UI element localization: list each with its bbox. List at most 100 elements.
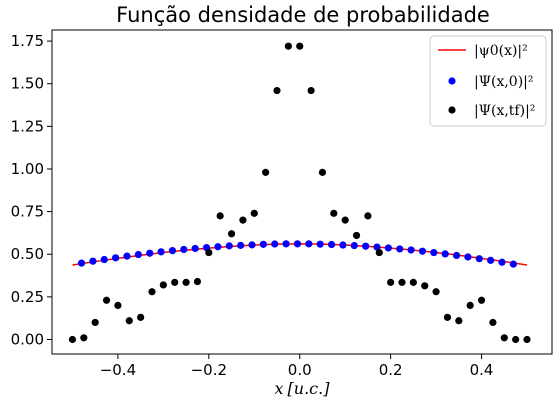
- point-psi-initial: [282, 240, 290, 248]
- point-psi-initial: [362, 242, 370, 250]
- legend-label: |ψ0(x)|²: [474, 43, 528, 59]
- point-psi-initial: [293, 240, 302, 248]
- point-psi-initial: [89, 257, 97, 265]
- legend-label: |Ψ(x,0)|²: [474, 74, 534, 90]
- legend: |ψ0(x)|² |Ψ(x,0)|² |Ψ(x,tf)|²: [429, 35, 547, 127]
- y-tick-label: 1.75: [11, 32, 44, 50]
- point-psi-initial: [214, 243, 222, 251]
- point-psi-initial: [180, 245, 188, 254]
- point-psi-initial: [168, 247, 177, 255]
- point-psi-initial: [225, 242, 233, 250]
- point-psi-final: [102, 296, 111, 304]
- point-psi-final: [91, 318, 99, 327]
- point-psi-final: [239, 216, 247, 224]
- point-psi-initial: [305, 240, 313, 248]
- point-psi-final: [375, 248, 383, 257]
- point-psi-final: [307, 86, 315, 95]
- point-psi-final: [512, 335, 520, 344]
- point-psi-final: [250, 209, 258, 217]
- point-psi-initial: [373, 243, 381, 251]
- point-psi-initial: [464, 253, 472, 261]
- point-psi-initial: [248, 241, 256, 249]
- legend-box: [429, 35, 547, 127]
- point-psi-final: [227, 230, 236, 238]
- point-psi-initial: [452, 251, 461, 260]
- legend-label: |Ψ(x,tf)|²: [474, 103, 535, 119]
- point-psi-initial: [77, 259, 86, 267]
- point-psi-final: [352, 231, 361, 240]
- point-psi-final: [330, 209, 338, 217]
- point-psi-initial: [418, 247, 427, 255]
- point-psi-initial: [237, 241, 245, 249]
- point-psi-final: [216, 212, 224, 220]
- point-psi-final: [477, 296, 486, 304]
- point-psi-final: [159, 281, 167, 289]
- point-psi-initial: [430, 248, 438, 257]
- point-psi-initial: [509, 260, 517, 268]
- point-psi-final: [284, 42, 292, 50]
- point-psi-final: [318, 168, 327, 176]
- point-psi-initial: [146, 249, 154, 257]
- point-psi-initial: [384, 244, 392, 252]
- point-psi-initial: [327, 240, 336, 249]
- y-tick-label: 1.50: [11, 75, 44, 93]
- point-psi-initial: [316, 240, 324, 248]
- point-psi-initial: [441, 250, 449, 258]
- x-axis-label-unit: [u.c.]: [288, 379, 331, 398]
- point-psi-final: [466, 301, 474, 309]
- x-tick-label: −0.4: [100, 361, 136, 379]
- point-psi-initial: [157, 248, 165, 256]
- point-psi-final: [148, 288, 156, 296]
- point-psi-final: [273, 86, 281, 95]
- point-psi-final: [171, 278, 179, 286]
- chart-title: Função densidade de probabilidade: [116, 3, 490, 27]
- point-psi-initial: [498, 258, 506, 266]
- point-psi-final: [421, 282, 429, 290]
- x-tick-label: 0.4: [470, 361, 494, 379]
- point-psi-initial: [487, 256, 495, 264]
- x-axis: −0.4 −0.2 0.0 0.2 0.4: [100, 354, 494, 379]
- point-psi-initial: [339, 241, 347, 249]
- point-psi-initial: [112, 254, 120, 262]
- y-tick-label: 1.25: [11, 117, 44, 135]
- plot-area: [68, 42, 531, 344]
- point-psi-initial: [123, 252, 131, 260]
- point-psi-final: [205, 248, 213, 257]
- point-psi-initial: [191, 244, 199, 253]
- x-axis-label: x [u.c.]: [275, 379, 331, 398]
- point-psi-initial: [271, 240, 279, 248]
- x-tick-label: 0.0: [288, 361, 312, 379]
- point-psi-final: [182, 278, 190, 286]
- x-axis-label-var: x: [275, 379, 284, 398]
- y-axis: 0.00 0.25 0.50 0.75 1.00 1.25 1.50 1.75: [11, 32, 52, 349]
- legend-marker-swatch: [448, 106, 456, 114]
- point-psi-final: [523, 335, 531, 344]
- y-tick-label: 1.00: [11, 160, 44, 178]
- point-psi-initial: [259, 240, 267, 248]
- point-psi-final: [341, 216, 349, 224]
- point-psi-initial: [475, 255, 483, 263]
- x-tick-label: −0.2: [191, 361, 227, 379]
- point-psi-initial: [396, 245, 404, 253]
- point-psi-initial: [100, 255, 108, 264]
- point-psi-initial: [407, 246, 415, 254]
- point-psi-final: [432, 288, 440, 296]
- point-psi-final: [262, 168, 270, 176]
- point-psi-final: [455, 317, 463, 325]
- point-psi-final: [500, 334, 508, 342]
- point-psi-final: [80, 334, 88, 342]
- point-psi-final: [443, 313, 452, 321]
- point-psi-final: [125, 317, 133, 325]
- point-psi-final: [387, 278, 395, 286]
- y-tick-label: 0.75: [11, 203, 44, 221]
- point-psi-initial: [134, 250, 142, 259]
- point-psi-final: [409, 278, 417, 286]
- point-psi-final: [193, 277, 202, 286]
- y-tick-label: 0.25: [11, 288, 44, 306]
- point-psi-final: [68, 335, 77, 344]
- axes-frame: [51, 29, 553, 355]
- x-tick-label: 0.2: [379, 361, 403, 379]
- point-psi-final: [489, 318, 497, 327]
- y-tick-label: 0.00: [11, 331, 44, 349]
